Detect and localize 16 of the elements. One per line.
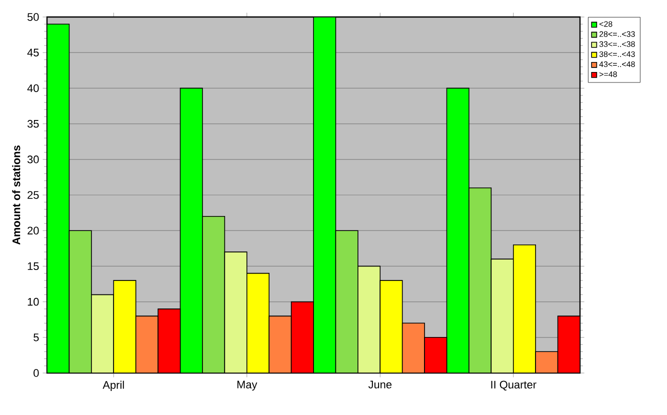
x-tick-label: June	[368, 380, 392, 388]
y-tick-label: 50	[27, 13, 39, 21]
y-tick-label: 35	[27, 120, 39, 128]
x-tick-label: April	[102, 380, 124, 391]
y-tick-label: 15	[28, 262, 39, 270]
y-axis-title: Amount of stations	[12, 146, 20, 245]
y-tick-label: 10	[28, 298, 39, 306]
y-tick-label: 25	[28, 191, 39, 199]
y-tick-label: 5	[34, 334, 39, 342]
x-tick-label: II Quarter	[491, 380, 536, 390]
x-tick-label: May	[237, 380, 258, 391]
y-tick-label: 40	[27, 84, 39, 92]
y-tick-label: 20	[28, 226, 39, 234]
y-tick-label: 0	[34, 369, 39, 377]
y-tick-label: 30	[27, 156, 39, 164]
y-tick-label: 45	[27, 48, 39, 56]
